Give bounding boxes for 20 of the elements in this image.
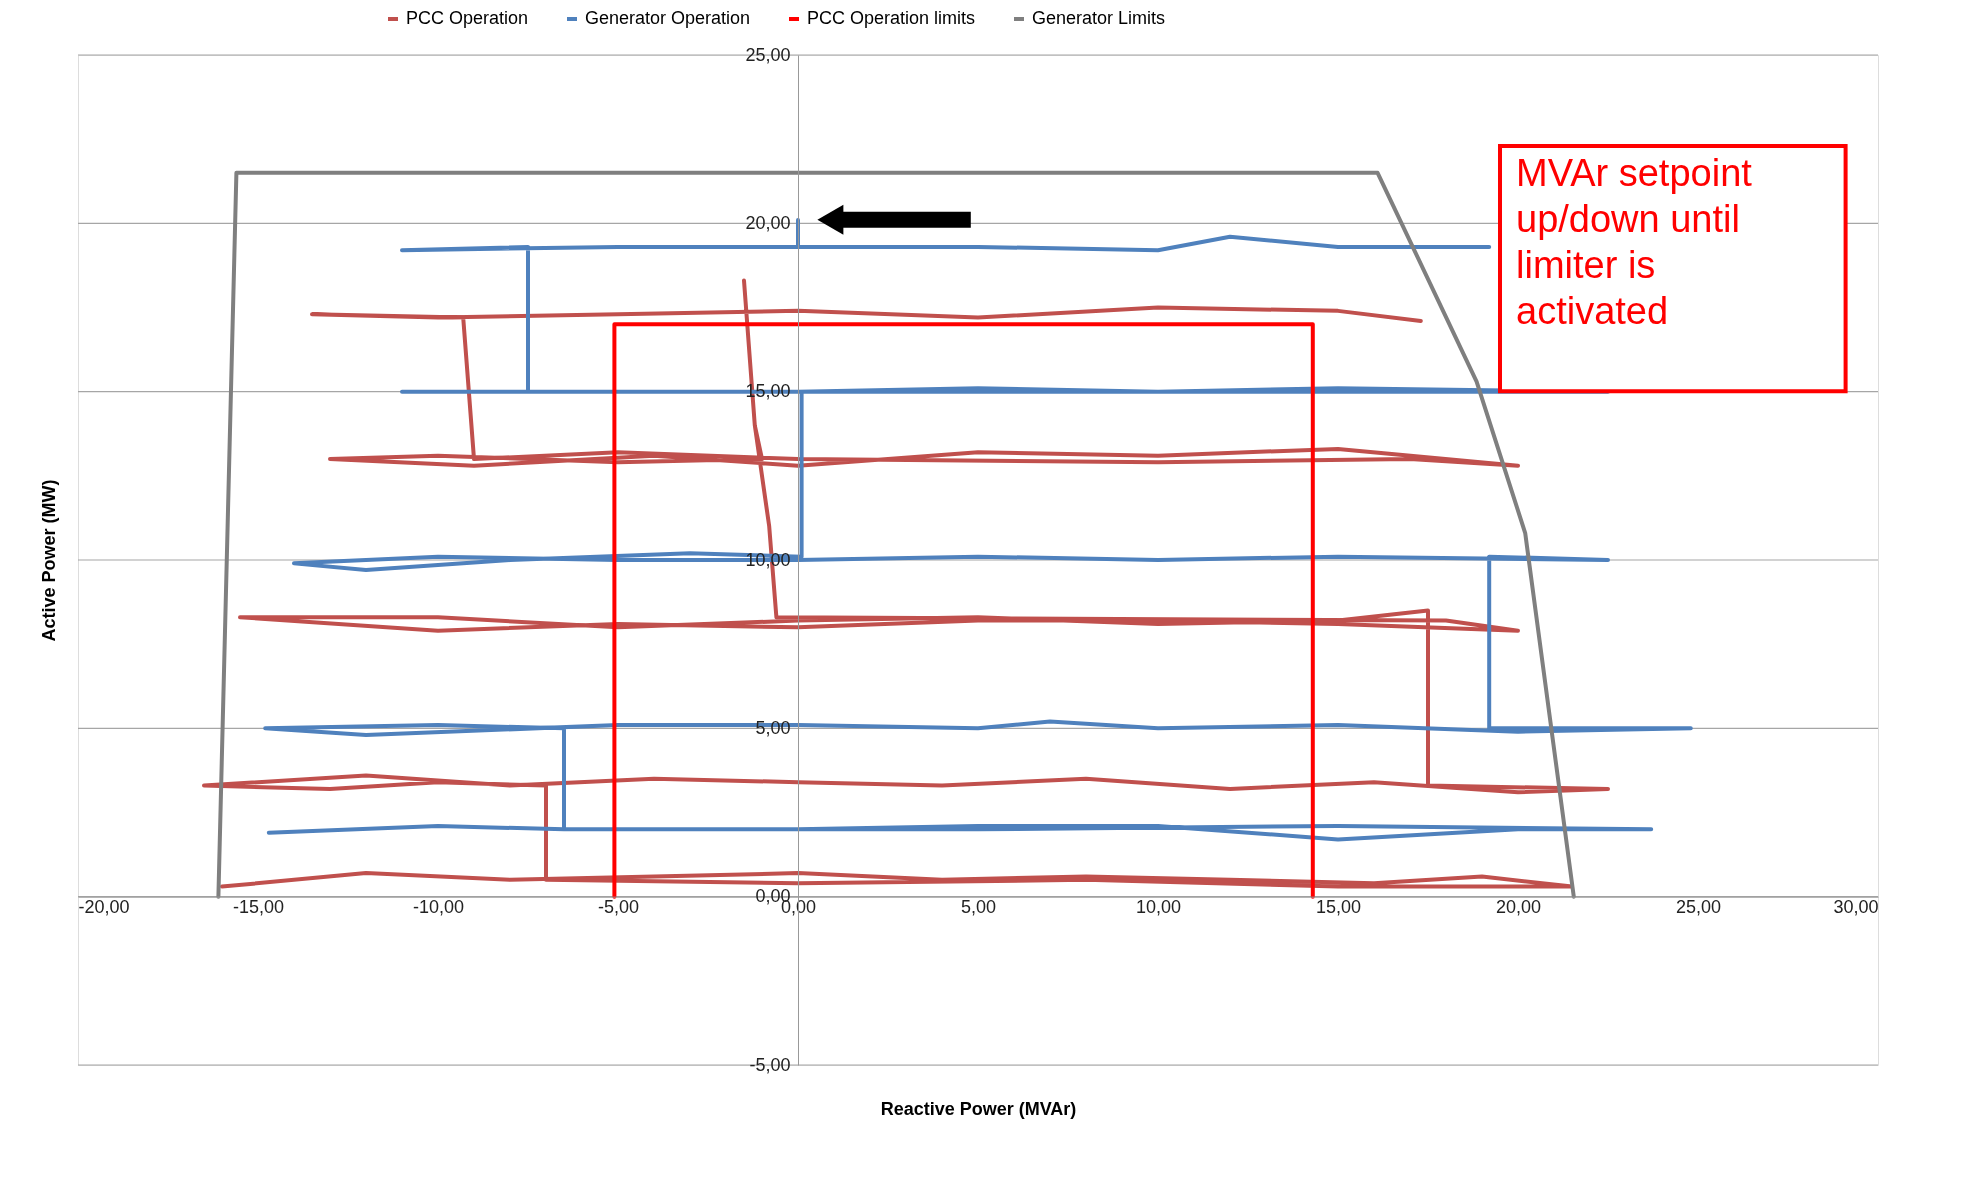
x-tick-label: -5,00 [597, 897, 640, 918]
legend-label: PCC Operation [406, 8, 529, 28]
x-tick-label: 30,00 [1833, 897, 1879, 918]
x-tick-label: -15,00 [232, 897, 285, 918]
legend-label: PCC Operation limits [807, 8, 976, 28]
x-tick-label: -20,00 [78, 897, 130, 918]
x-tick-label: 15,00 [1315, 897, 1362, 918]
x-tick-label: 25,00 [1675, 897, 1722, 918]
x-axis-title: Reactive Power (MVAr) [880, 1098, 1077, 1119]
legend-label: Generator Limits [1032, 8, 1166, 28]
x-tick-label: 20,00 [1495, 897, 1542, 918]
y-tick-label: -5,00 [749, 1054, 791, 1075]
y-tick-label: 25,00 [745, 44, 791, 65]
x-tick-label: 10,00 [1135, 897, 1182, 918]
x-tick-label: -10,00 [412, 897, 465, 918]
y-axis-title: Active Power (MW) [38, 479, 59, 642]
x-tick-label: 5,00 [960, 897, 997, 918]
y-tick-label: 20,00 [745, 212, 791, 233]
annotation: MVAr setpoint up/down until limiter is activated [1516, 151, 1753, 332]
legend-label: Generator Operation [585, 8, 751, 28]
